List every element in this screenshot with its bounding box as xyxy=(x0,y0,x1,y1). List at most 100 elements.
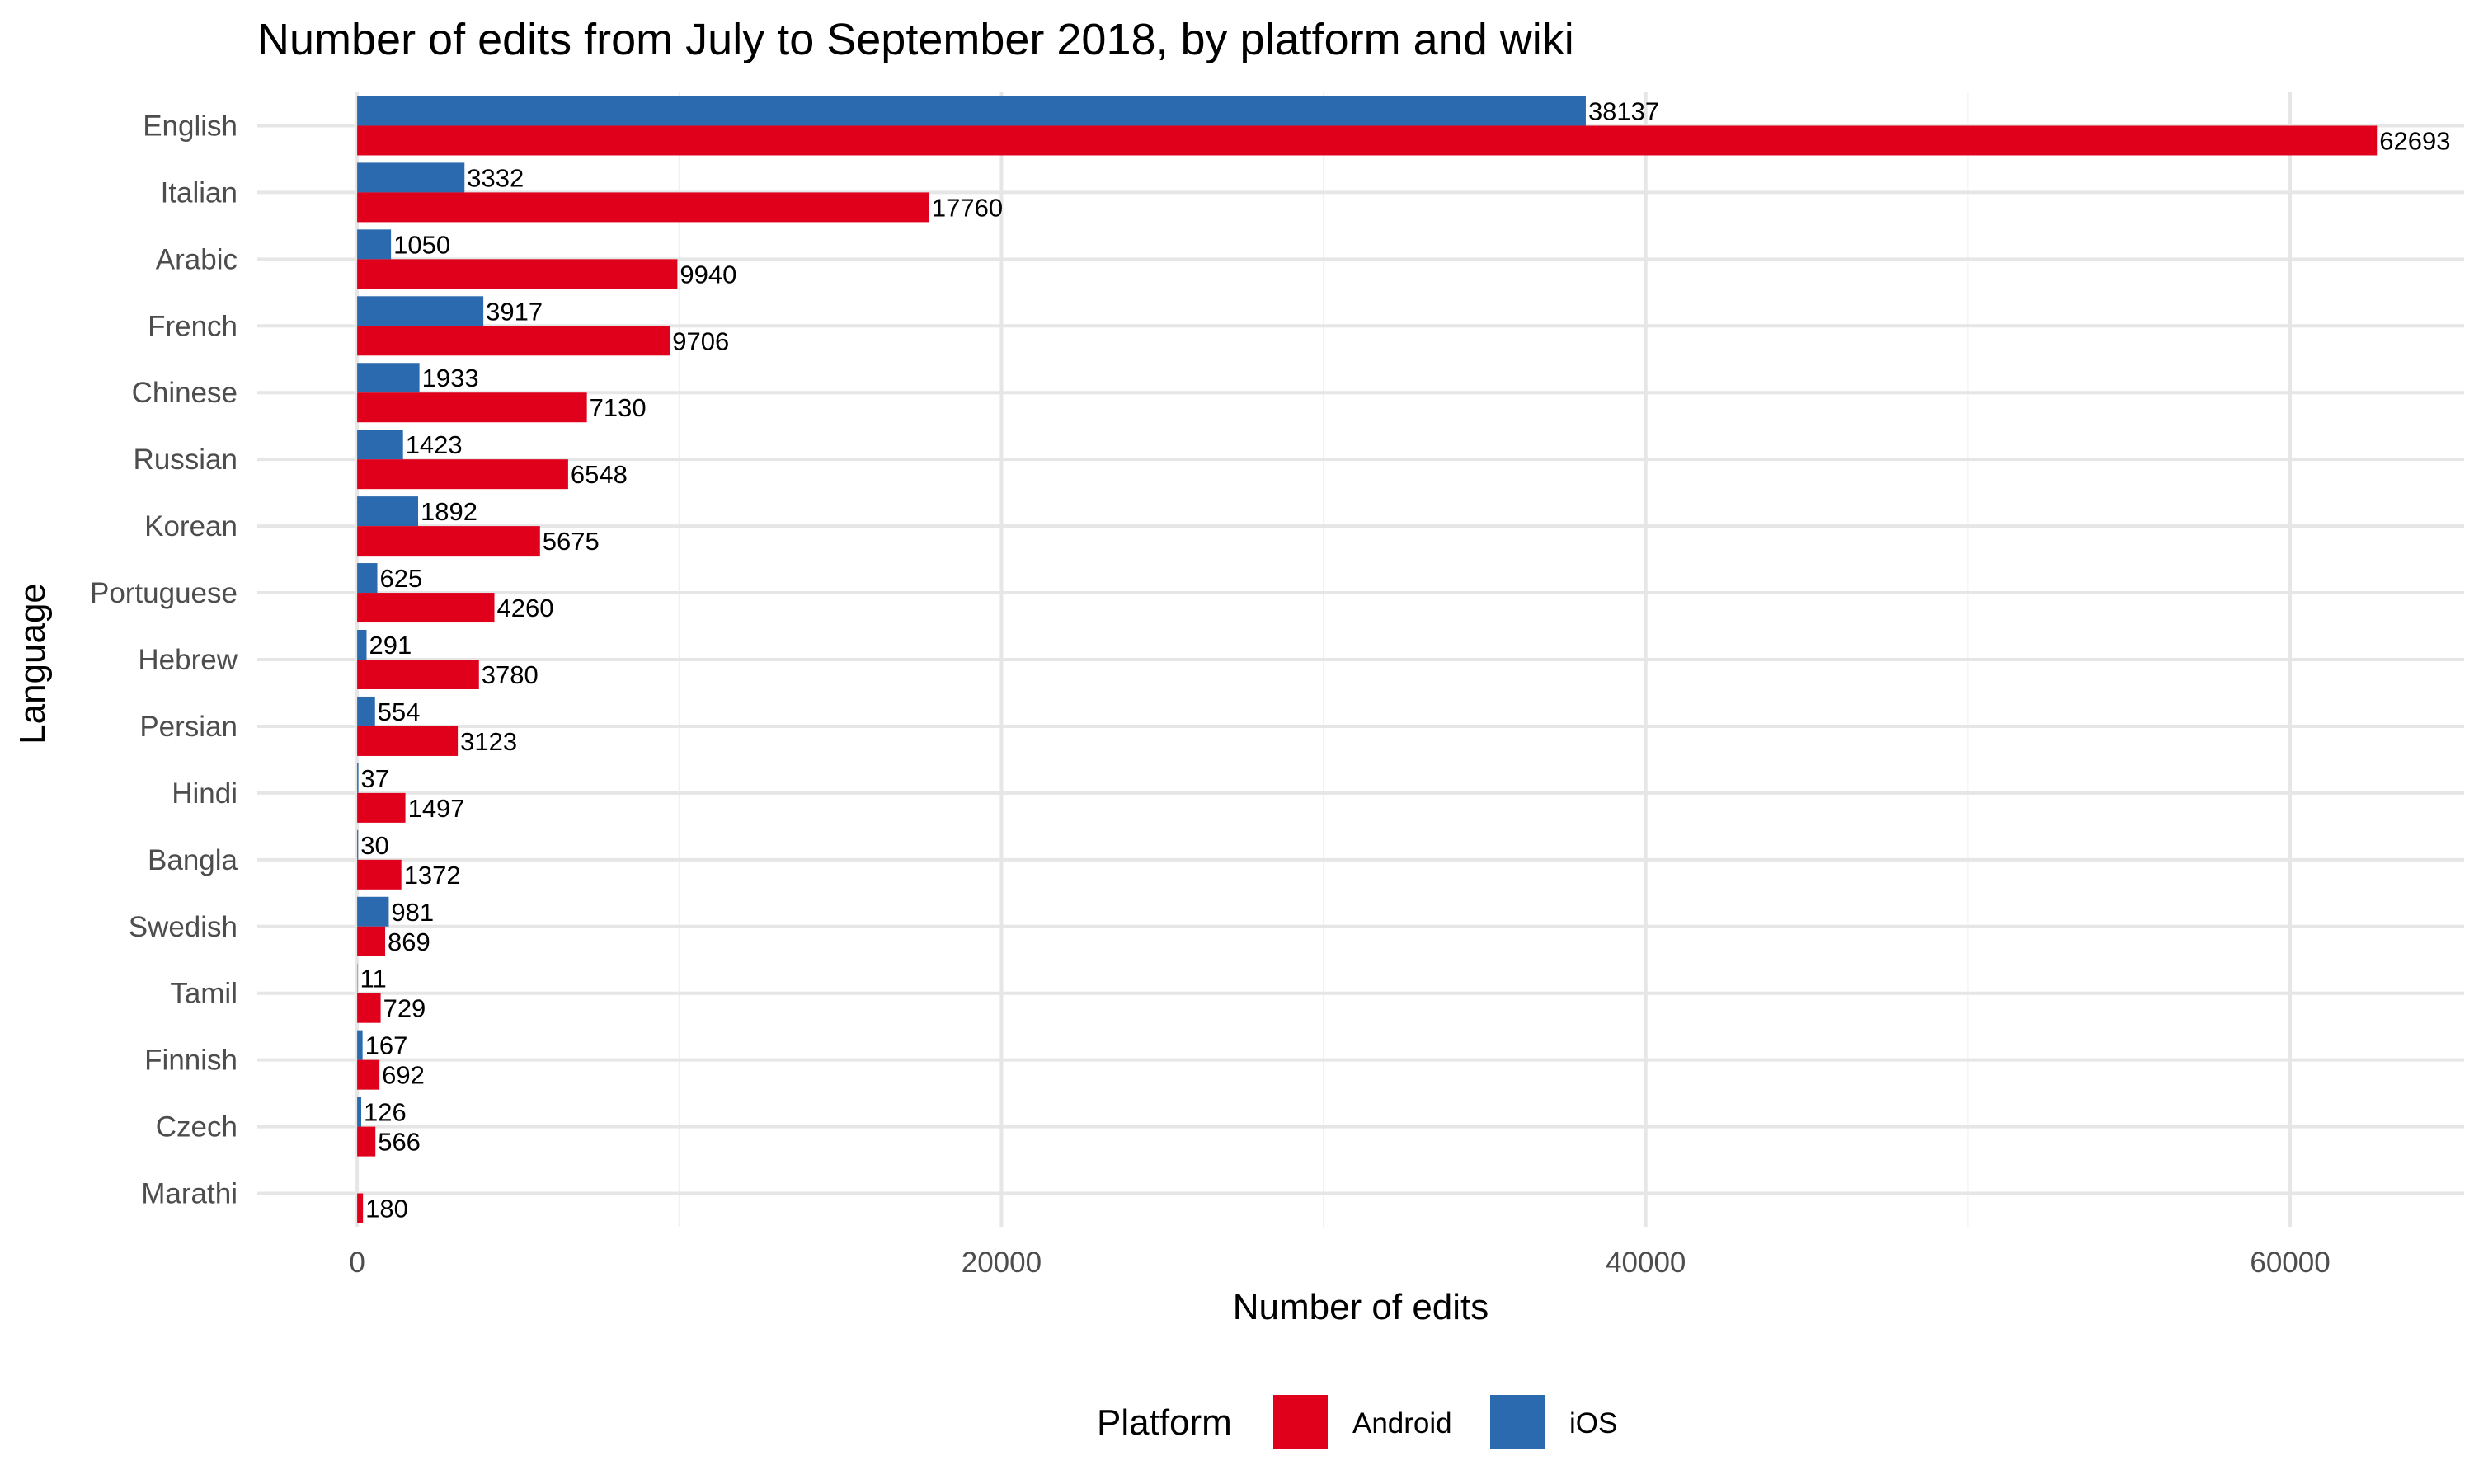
data-label-ios: 38137 xyxy=(1588,96,1659,125)
bar-ios xyxy=(357,563,378,594)
data-label-android: 729 xyxy=(383,994,426,1023)
y-tick-label: Russian xyxy=(134,444,238,476)
data-label-android: 180 xyxy=(365,1195,408,1223)
data-label-android: 692 xyxy=(382,1061,425,1090)
data-label-ios: 1933 xyxy=(422,364,479,392)
bar-android xyxy=(357,660,479,689)
data-label-android: 62693 xyxy=(2379,126,2450,155)
legend-title: Platform xyxy=(1097,1402,1232,1443)
data-label-ios: 167 xyxy=(365,1031,408,1060)
y-tick-label: Persian xyxy=(139,711,238,743)
bar-ios xyxy=(357,96,1586,126)
y-tick-label: Korean xyxy=(144,510,238,542)
y-tick-label: Hebrew xyxy=(138,644,238,676)
data-label-ios: 30 xyxy=(360,831,388,860)
bar-ios xyxy=(357,696,375,726)
bar-android xyxy=(357,459,568,490)
data-label-ios: 126 xyxy=(364,1098,407,1127)
bar-ios xyxy=(357,162,465,193)
bar-android xyxy=(357,125,2378,156)
y-tick-label: Finnish xyxy=(144,1045,238,1077)
bar-ios xyxy=(357,296,484,326)
bar-android xyxy=(357,859,402,890)
y-tick-label: Marathi xyxy=(141,1178,238,1210)
legend-label-android: Android xyxy=(1352,1407,1452,1439)
bar-ios xyxy=(357,896,389,927)
y-tick-label: English xyxy=(143,110,238,142)
data-label-ios: 554 xyxy=(378,697,421,726)
data-label-android: 6548 xyxy=(571,460,628,489)
data-label-android: 9706 xyxy=(672,326,729,355)
data-label-android: 869 xyxy=(388,928,430,956)
bar-android xyxy=(357,392,587,423)
bar-android xyxy=(357,1126,376,1157)
data-label-android: 3123 xyxy=(460,727,517,756)
data-label-android: 3780 xyxy=(482,660,539,689)
bar-ios xyxy=(357,430,403,460)
bar-ios xyxy=(357,763,359,793)
bar-ios xyxy=(357,829,359,860)
bar-ios xyxy=(357,229,392,260)
data-label-android: 1497 xyxy=(408,794,465,823)
x-tick-label: 0 xyxy=(349,1247,365,1279)
legend-swatch-ios xyxy=(1490,1395,1545,1449)
bar-android xyxy=(357,1193,364,1223)
y-tick-label: French xyxy=(148,310,238,342)
bar-ios xyxy=(357,630,367,660)
bar-ios xyxy=(357,496,419,527)
x-tick-label: 20000 xyxy=(962,1247,1042,1279)
y-tick-label: Hindi xyxy=(172,777,238,810)
bar-android xyxy=(357,726,459,756)
data-label-android: 17760 xyxy=(932,193,1003,222)
data-label-ios: 625 xyxy=(380,564,423,593)
bar-android xyxy=(357,993,381,1023)
y-tick-label: Czech xyxy=(156,1111,238,1144)
x-tick-label: 60000 xyxy=(2250,1247,2330,1279)
data-label-ios: 981 xyxy=(391,898,434,927)
data-label-ios: 1050 xyxy=(393,230,450,259)
bar-android xyxy=(357,526,540,556)
bars xyxy=(357,96,2378,1223)
data-label-ios: 1423 xyxy=(406,430,463,459)
data-label-android: 566 xyxy=(378,1128,421,1157)
bar-ios xyxy=(357,363,420,393)
x-axis-tick-labels: 0 20000 40000 60000 xyxy=(349,1247,2330,1279)
bar-android xyxy=(357,259,678,289)
x-axis-title: Number of edits xyxy=(1233,1287,1489,1327)
bar-android xyxy=(357,1059,380,1090)
chart-title: Number of edits from July to September 2… xyxy=(257,15,1574,64)
y-tick-label: Portuguese xyxy=(90,577,238,609)
data-label-android: 1372 xyxy=(404,861,461,890)
bar-android xyxy=(357,192,929,223)
bar-ios xyxy=(357,1030,363,1060)
y-tick-label: Arabic xyxy=(156,243,238,275)
data-label-android: 4260 xyxy=(497,594,554,622)
legend-items: Android iOS xyxy=(1273,1395,1617,1449)
legend: Platform Android iOS xyxy=(1097,1395,1617,1449)
y-tick-label: Tamil xyxy=(170,978,238,1010)
data-label-ios: 11 xyxy=(360,965,387,993)
data-label-ios: 3917 xyxy=(486,297,543,326)
y-tick-label: Bangla xyxy=(148,844,238,876)
legend-label-ios: iOS xyxy=(1569,1407,1617,1439)
bar-android xyxy=(357,593,495,623)
y-tick-label: Italian xyxy=(161,176,238,209)
y-tick-label: Chinese xyxy=(132,377,238,409)
legend-swatch-android xyxy=(1273,1395,1328,1449)
data-label-android: 9940 xyxy=(680,260,736,289)
data-label-ios: 291 xyxy=(369,631,412,660)
data-label-ios: 3332 xyxy=(467,163,524,192)
bar-android xyxy=(357,926,386,956)
data-label-ios: 37 xyxy=(361,764,389,793)
data-label-android: 5675 xyxy=(543,527,600,556)
y-tick-label: Swedish xyxy=(129,911,238,943)
y-axis-tick-labels: English Italian Arabic French Chinese Russian… xyxy=(90,110,238,1209)
bar-android xyxy=(357,326,670,356)
bar-android xyxy=(357,792,406,823)
x-tick-label: 40000 xyxy=(1606,1247,1686,1279)
bar-ios xyxy=(357,1097,362,1127)
y-axis-title: Language xyxy=(12,583,53,744)
data-label-ios: 1892 xyxy=(421,497,477,526)
